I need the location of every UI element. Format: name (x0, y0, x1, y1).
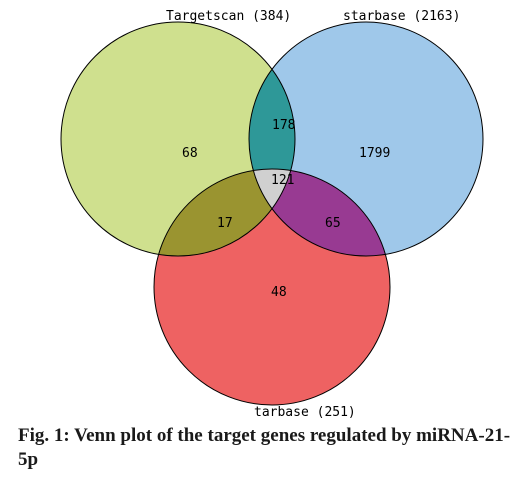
starbase-label: starbase (2163) (343, 9, 460, 24)
targetscan-label: Targetscan (384) (166, 9, 291, 24)
tarbase-only-count: 48 (271, 285, 287, 300)
tarbase-outline (153, 168, 391, 406)
targetscan-starbase-count: 178 (272, 118, 295, 133)
venn-diagram: Targetscan (384) starbase (2163) tarbase… (60, 9, 484, 420)
targetscan-tarbase-count: 17 (217, 216, 233, 231)
starbase-tarbase-count: 65 (325, 216, 341, 231)
targetscan-outline (60, 21, 296, 257)
tarbase-label: tarbase (251) (254, 405, 356, 420)
all-three-count: 121 (271, 173, 294, 188)
targetscan-only-count: 68 (182, 146, 198, 161)
targetscan-tarbase-region (154, 169, 295, 256)
starbase-only-count: 1799 (359, 146, 390, 161)
figure-caption: Fig. 1: Venn plot of the target genes re… (18, 425, 511, 470)
starbase-tarbase-region (249, 169, 390, 256)
starbase-outline (248, 21, 484, 257)
